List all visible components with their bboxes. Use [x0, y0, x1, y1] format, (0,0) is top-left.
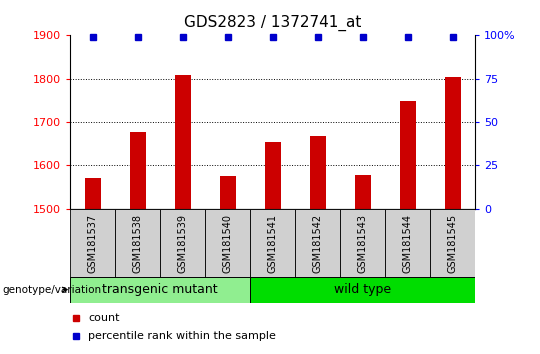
Bar	[70, 277, 250, 303]
Bar	[175, 75, 191, 209]
Bar	[130, 132, 146, 209]
Bar	[250, 277, 475, 303]
Bar	[205, 209, 250, 278]
Text: GSM181538: GSM181538	[133, 214, 143, 273]
Text: GSM181543: GSM181543	[357, 214, 368, 273]
Bar	[340, 209, 385, 278]
Bar	[385, 209, 430, 278]
Text: GSM181537: GSM181537	[87, 214, 98, 273]
Title: GDS2823 / 1372741_at: GDS2823 / 1372741_at	[184, 15, 361, 31]
Bar	[265, 142, 281, 209]
Text: percentile rank within the sample: percentile rank within the sample	[89, 331, 276, 341]
Text: GSM181541: GSM181541	[268, 214, 278, 273]
Bar	[400, 101, 416, 209]
Text: GSM181544: GSM181544	[403, 214, 413, 273]
Text: GSM181539: GSM181539	[178, 214, 188, 273]
Bar	[445, 76, 461, 209]
Bar	[250, 209, 295, 278]
Text: count: count	[89, 313, 120, 323]
Bar	[355, 175, 370, 209]
Text: GSM181545: GSM181545	[448, 214, 458, 273]
Bar	[430, 209, 475, 278]
Text: GSM181542: GSM181542	[313, 214, 323, 273]
Bar	[70, 209, 115, 278]
Bar	[115, 209, 160, 278]
Text: GSM181540: GSM181540	[222, 214, 233, 273]
Bar	[160, 209, 205, 278]
Text: wild type: wild type	[334, 284, 392, 296]
Text: genotype/variation: genotype/variation	[3, 285, 102, 295]
Bar	[295, 209, 340, 278]
Bar	[220, 176, 235, 209]
Text: transgenic mutant: transgenic mutant	[103, 284, 218, 296]
Bar	[85, 178, 100, 209]
Bar	[310, 136, 326, 209]
